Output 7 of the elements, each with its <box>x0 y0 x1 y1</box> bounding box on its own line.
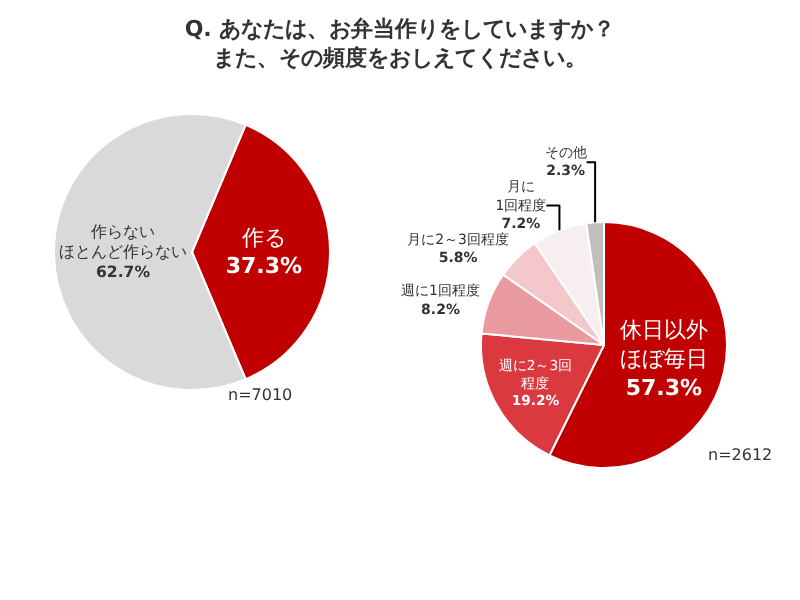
data-label: 57.3% <box>625 374 703 401</box>
text: n=7010 <box>228 386 293 404</box>
slice-label: 休日以外ほぼ毎日 <box>619 317 708 372</box>
text: Q. あなたは、お弁当作りをしていますか？また、その頻度をおしえてください。 <box>184 16 616 71</box>
data-label: 37.3% <box>225 253 302 280</box>
slice-label: 作る <box>239 224 286 251</box>
text: n=2612 <box>708 446 773 464</box>
